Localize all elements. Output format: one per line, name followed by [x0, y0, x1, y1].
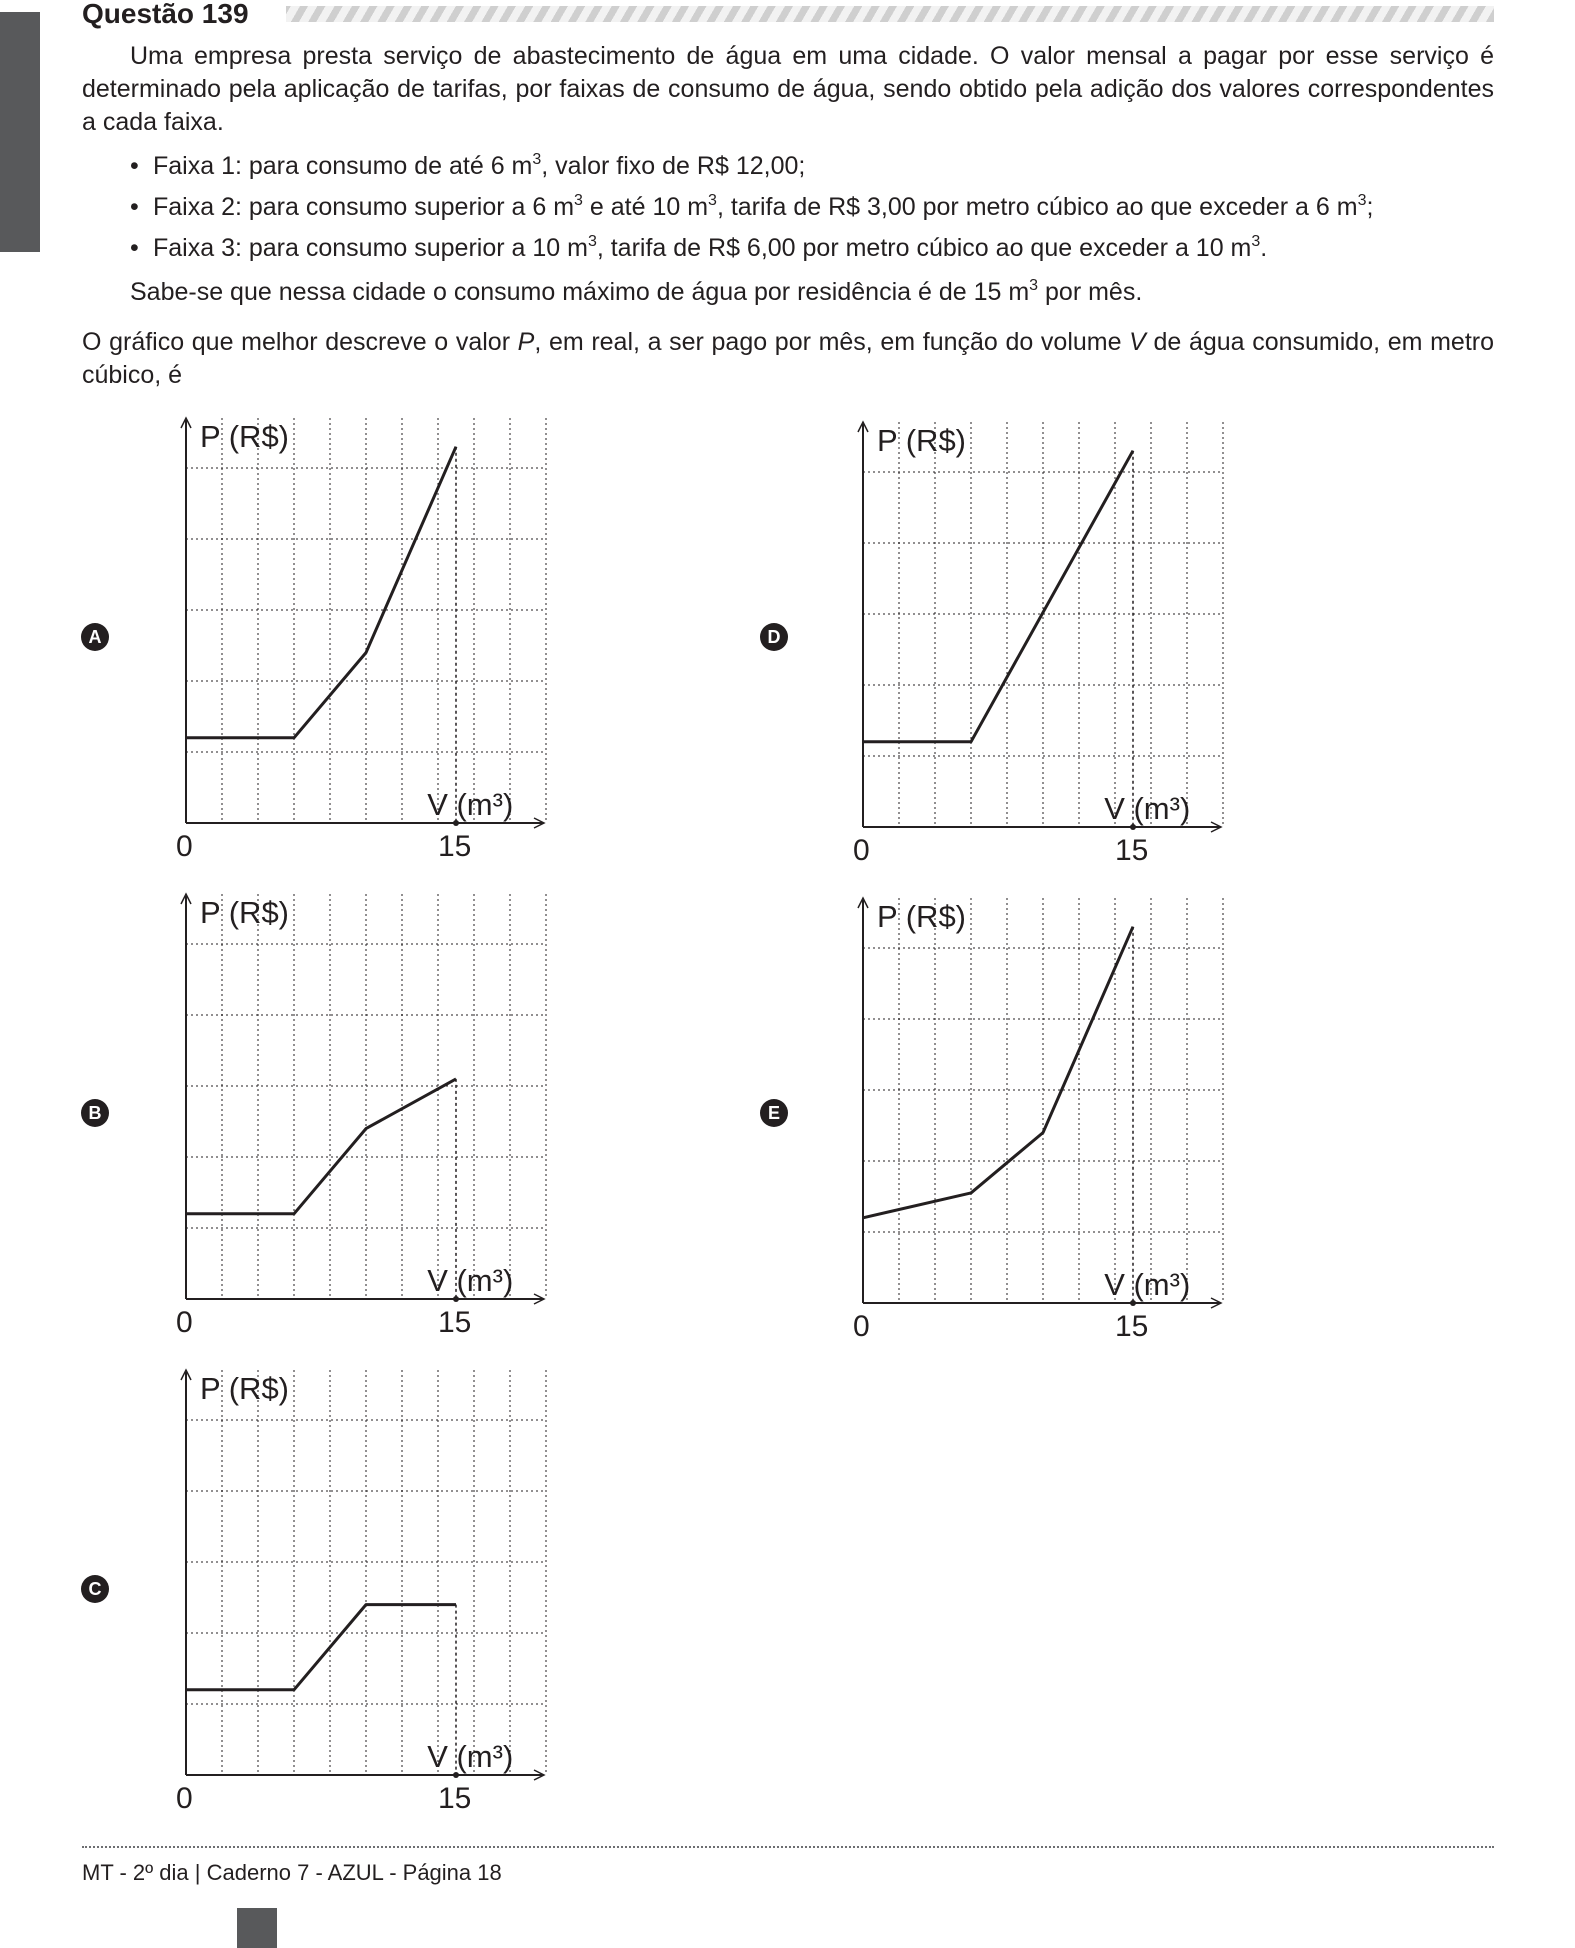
x-axis-label: V (m³)	[427, 1739, 513, 1774]
x-tick-mark	[1130, 824, 1136, 830]
y-axis-arrow	[180, 892, 192, 905]
question-intro: Uma empresa presta serviço de abastecime…	[82, 42, 1494, 136]
tariff-list: Faixa 1: para consumo de até 6 m3, valor…	[130, 150, 1500, 273]
page-footer: MT - 2º dia | Caderno 7 - AZUL - Página …	[82, 1860, 502, 1885]
header-stripe	[286, 6, 1494, 22]
graph-option-e: P (R$) V (m³) 0 15	[837, 890, 1257, 1360]
option-a-marker[interactable]: A	[81, 623, 109, 651]
data-line	[186, 446, 458, 740]
y-axis-arrow	[857, 896, 869, 909]
x-tick-label: 0	[176, 830, 193, 863]
data-line	[186, 1077, 457, 1216]
x-tick-label: 15	[438, 830, 471, 863]
tariff-item-3: Faixa 3: para consumo superior a 10 m3, …	[130, 232, 1500, 265]
chart-svg: P (R$) V (m³) 0 15	[176, 892, 547, 1339]
y-axis-label: P (R$)	[200, 419, 289, 454]
y-axis-label: P (R$)	[200, 895, 289, 930]
question-prompt: O gráfico que melhor descreve o valor P,…	[82, 328, 1494, 389]
x-tick-label: 0	[853, 834, 870, 867]
bottom-tab-marker	[237, 1908, 277, 1948]
y-axis-label: P (R$)	[200, 1371, 289, 1406]
x-axis-arrow	[1210, 821, 1223, 833]
chart-svg: P (R$) V (m³) 0 15	[853, 420, 1224, 867]
tariff-item-2: Faixa 2: para consumo superior a 6 m3 e …	[130, 191, 1500, 224]
y-axis-arrow	[857, 420, 869, 433]
y-axis-label: P (R$)	[877, 899, 966, 934]
x-axis-arrow	[533, 1769, 546, 1781]
data-line	[863, 449, 1135, 744]
x-axis-arrow	[533, 1293, 546, 1305]
x-tick-label: 15	[1115, 1310, 1148, 1343]
x-tick-mark	[1130, 1300, 1136, 1306]
x-axis-label: V (m³)	[1104, 791, 1190, 826]
x-tick-label: 15	[1115, 834, 1148, 867]
x-tick-mark	[453, 1296, 459, 1302]
graph-option-a: P (R$) V (m³) 0 15	[160, 410, 580, 880]
x-tick-label: 0	[176, 1782, 193, 1815]
graph-option-c: P (R$) V (m³) 0 15	[160, 1362, 580, 1832]
tariff-item-1: Faixa 1: para consumo de até 6 m3, valor…	[130, 150, 1500, 183]
x-axis-label: V (m³)	[427, 1263, 513, 1298]
x-tick-label: 15	[438, 1782, 471, 1815]
x-axis-label: V (m³)	[1104, 1267, 1190, 1302]
x-axis-label: V (m³)	[427, 787, 513, 822]
footer-divider	[82, 1846, 1494, 1848]
y-axis-arrow	[180, 416, 192, 429]
option-d-marker[interactable]: D	[760, 623, 788, 651]
chart-svg: P (R$) V (m³) 0 15	[176, 416, 547, 863]
y-axis-arrow	[180, 1368, 192, 1381]
x-tick-label: 0	[176, 1306, 193, 1339]
data-line	[186, 1603, 456, 1692]
option-b-marker[interactable]: B	[81, 1099, 109, 1127]
max-consumption-note: Sabe-se que nessa cidade o consumo máxim…	[130, 277, 1143, 307]
graph-option-b: P (R$) V (m³) 0 15	[160, 886, 580, 1356]
data-line	[862, 926, 1135, 1220]
question-title: Questão 139	[82, 0, 263, 28]
question-header: Questão 139	[82, 0, 1494, 28]
chart-svg: P (R$) V (m³) 0 15	[853, 896, 1224, 1343]
option-c-marker[interactable]: C	[81, 1575, 109, 1603]
x-axis-arrow	[1210, 1297, 1223, 1309]
graph-option-d: P (R$) V (m³) 0 15	[837, 414, 1257, 884]
x-axis-arrow	[533, 817, 546, 829]
chart-svg: P (R$) V (m³) 0 15	[176, 1368, 547, 1815]
side-tab-marker	[0, 12, 40, 252]
y-axis-label: P (R$)	[877, 423, 966, 458]
x-tick-label: 15	[438, 1306, 471, 1339]
option-e-marker[interactable]: E	[760, 1099, 788, 1127]
x-tick-mark	[453, 820, 459, 826]
x-tick-label: 0	[853, 1310, 870, 1343]
